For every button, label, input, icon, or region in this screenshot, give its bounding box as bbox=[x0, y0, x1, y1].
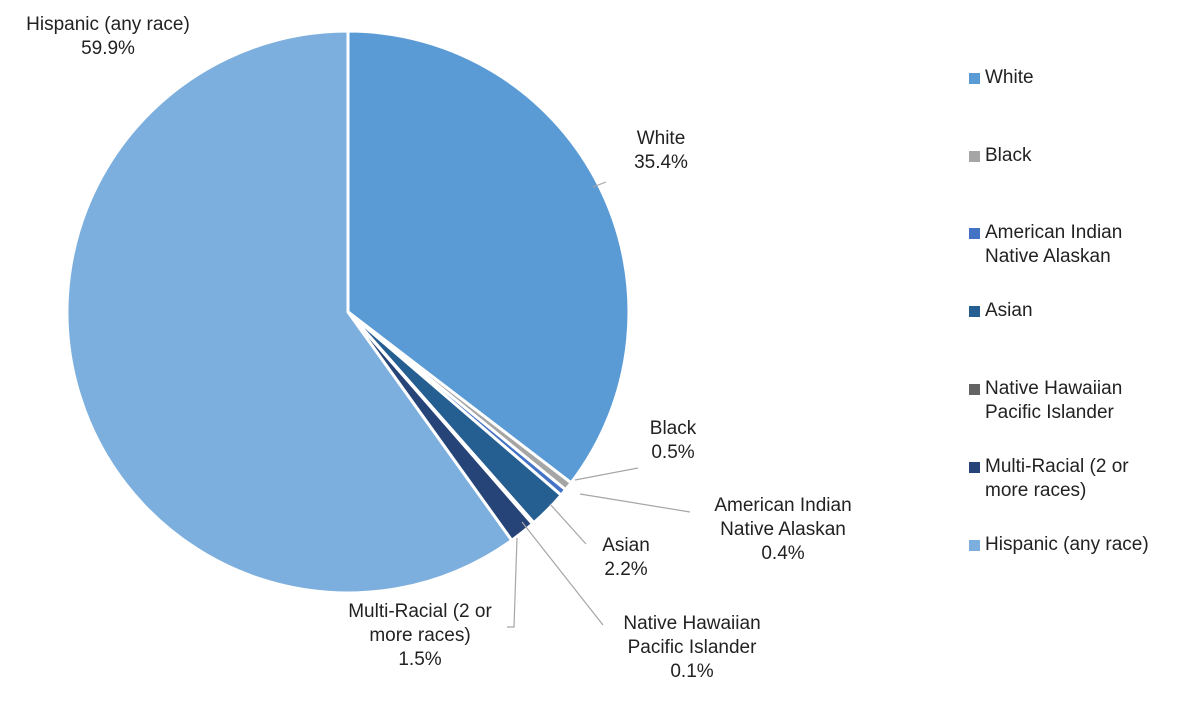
legend-label: Hispanic (any race) bbox=[985, 534, 1149, 555]
data-label-multi-racial-2-or-more-races: Multi-Racial (2 or more races) 1.5% bbox=[348, 601, 492, 670]
pie-slice-white bbox=[346, 29, 631, 485]
legend-item-multi-racial-2-or-more-races: Multi-Racial (2 or more races) bbox=[969, 456, 1129, 501]
legend-label: White bbox=[985, 67, 1034, 88]
legend-swatch bbox=[969, 306, 980, 317]
data-labels: White 35.4% Black 0.5% American Indian Native… bbox=[26, 14, 851, 682]
legend-swatch bbox=[969, 462, 980, 473]
leader-line-multi-racial-2-or-more-races bbox=[507, 537, 518, 628]
leader-line-white bbox=[592, 181, 607, 188]
data-label-hispanic-any-race: Hispanic (any race) 59.9% bbox=[26, 14, 190, 59]
legend-label: Native Hawaiian Pacific Islander bbox=[985, 378, 1122, 423]
leader-line-asian bbox=[549, 503, 587, 545]
leader-line-black bbox=[574, 467, 639, 481]
legend-swatch bbox=[969, 151, 980, 162]
legend-label: Asian bbox=[985, 300, 1033, 321]
leader-line-native-hawaiian-pacific-islander bbox=[521, 521, 604, 626]
legend-item-native-hawaiian-pacific-islander: Native Hawaiian Pacific Islander bbox=[969, 378, 1122, 423]
pie-slices bbox=[65, 29, 631, 595]
legend-item-american-indian-native-alaskan: American Indian Native Alaskan bbox=[969, 222, 1122, 267]
legend-swatch bbox=[969, 540, 980, 551]
legend-label: Black bbox=[985, 145, 1032, 166]
legend-item-white: White bbox=[969, 67, 1034, 88]
data-label-white: White 35.4% bbox=[634, 128, 688, 173]
legend-item-hispanic-any-race: Hispanic (any race) bbox=[969, 534, 1149, 555]
legend-label: American Indian Native Alaskan bbox=[985, 222, 1122, 267]
legend-label: Multi-Racial (2 or more races) bbox=[985, 456, 1129, 501]
legend-item-asian: Asian bbox=[969, 300, 1033, 321]
pie-slice-hispanic-any-race bbox=[65, 29, 514, 595]
legend: White Black American Indian Native Alaskan A… bbox=[969, 67, 1149, 555]
legend-swatch bbox=[969, 384, 980, 395]
data-label-native-hawaiian-pacific-islander: Native Hawaiian Pacific Islander 0.1% bbox=[623, 613, 760, 682]
leader-line-american-indian-native-alaskan bbox=[579, 493, 691, 513]
legend-swatch bbox=[969, 73, 980, 84]
data-label-american-indian-native-alaskan: American Indian Native Alaskan 0.4% bbox=[714, 495, 851, 564]
legend-swatch bbox=[969, 228, 980, 239]
legend-item-black: Black bbox=[969, 145, 1032, 166]
data-label-black: Black 0.5% bbox=[650, 418, 697, 463]
data-label-asian: Asian 2.2% bbox=[602, 535, 650, 580]
